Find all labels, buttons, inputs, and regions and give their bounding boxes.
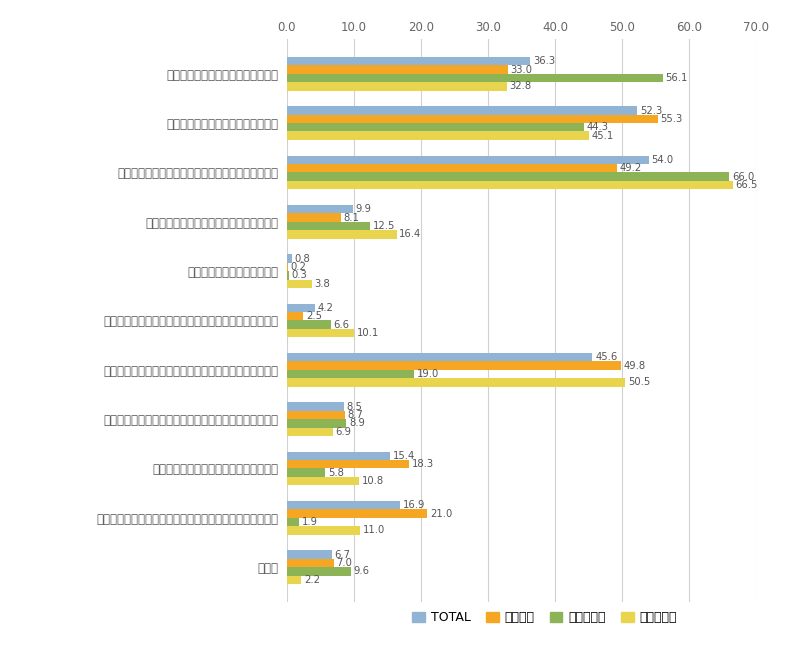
Bar <box>287 263 288 271</box>
Text: 9.9: 9.9 <box>356 204 372 215</box>
Text: 50.5: 50.5 <box>628 377 650 387</box>
Text: 16.4: 16.4 <box>400 230 422 239</box>
Text: 0.8: 0.8 <box>295 254 310 264</box>
Bar <box>287 131 589 140</box>
Bar <box>287 353 592 362</box>
Text: 55.3: 55.3 <box>660 114 682 124</box>
Bar <box>287 362 621 370</box>
Text: 6.6: 6.6 <box>334 320 349 330</box>
Bar <box>287 65 508 74</box>
Bar <box>287 477 359 485</box>
Text: 45.1: 45.1 <box>592 131 614 141</box>
Text: 66.5: 66.5 <box>736 180 758 190</box>
Legend: TOTAL, 課程学生, 社会人学生, 外国人学生: TOTAL, 課程学生, 社会人学生, 外国人学生 <box>408 606 682 629</box>
Text: 19.0: 19.0 <box>417 369 439 379</box>
Bar <box>287 518 299 526</box>
Text: 0.2: 0.2 <box>291 262 306 272</box>
Bar <box>287 370 414 378</box>
Text: 10.1: 10.1 <box>357 328 379 338</box>
Text: 44.3: 44.3 <box>587 122 608 132</box>
Bar <box>287 567 351 576</box>
Text: 7.0: 7.0 <box>336 558 352 568</box>
Text: 3.8: 3.8 <box>314 279 330 288</box>
Text: 33.0: 33.0 <box>511 65 533 75</box>
Text: 0.3: 0.3 <box>291 270 307 281</box>
Bar <box>287 164 617 173</box>
Bar <box>287 205 353 213</box>
Text: 11.0: 11.0 <box>363 525 385 536</box>
Text: 5.8: 5.8 <box>328 468 344 477</box>
Bar <box>287 411 345 419</box>
Bar <box>287 230 396 239</box>
Bar <box>287 320 331 329</box>
Bar <box>287 329 354 337</box>
Text: 15.4: 15.4 <box>392 451 415 461</box>
Bar <box>287 107 638 114</box>
Bar <box>287 428 333 436</box>
Bar <box>287 181 732 189</box>
Bar <box>287 551 331 559</box>
Bar <box>287 419 346 428</box>
Text: 49.2: 49.2 <box>619 164 642 173</box>
Text: 52.3: 52.3 <box>640 105 662 116</box>
Bar <box>287 74 663 82</box>
Text: 56.1: 56.1 <box>665 73 688 83</box>
Text: 8.7: 8.7 <box>348 410 364 420</box>
Text: 10.8: 10.8 <box>361 476 384 486</box>
Text: 16.9: 16.9 <box>403 500 425 510</box>
Text: 1.9: 1.9 <box>302 517 318 527</box>
Text: 8.9: 8.9 <box>349 419 365 428</box>
Bar <box>287 526 361 534</box>
Text: 54.0: 54.0 <box>652 155 673 165</box>
Bar <box>287 57 530 65</box>
Bar <box>287 468 326 477</box>
Text: 66.0: 66.0 <box>732 171 755 182</box>
Bar <box>287 312 303 320</box>
Text: 9.6: 9.6 <box>353 566 369 576</box>
Text: 36.3: 36.3 <box>533 56 555 66</box>
Bar <box>287 576 302 584</box>
Bar <box>287 559 334 567</box>
Bar <box>287 82 506 90</box>
Bar <box>287 156 649 164</box>
Bar <box>287 378 626 387</box>
Bar <box>287 509 427 518</box>
Bar <box>287 460 409 468</box>
Bar <box>287 303 314 312</box>
Text: 12.5: 12.5 <box>373 221 396 231</box>
Bar <box>287 279 312 288</box>
Text: 6.9: 6.9 <box>336 426 352 437</box>
Bar <box>287 123 583 131</box>
Bar <box>287 452 390 460</box>
Bar <box>287 213 341 222</box>
Text: 8.5: 8.5 <box>346 402 362 411</box>
Text: 8.1: 8.1 <box>344 213 360 222</box>
Text: 21.0: 21.0 <box>430 509 452 519</box>
Bar <box>287 402 344 411</box>
Bar <box>287 173 729 181</box>
Bar <box>287 114 657 123</box>
Text: 32.8: 32.8 <box>509 81 532 92</box>
Text: 18.3: 18.3 <box>412 459 434 470</box>
Text: 6.7: 6.7 <box>334 549 350 560</box>
Text: 4.2: 4.2 <box>318 303 334 313</box>
Bar <box>287 222 370 230</box>
Bar <box>287 501 400 509</box>
Text: 49.8: 49.8 <box>623 360 646 371</box>
Text: 2.2: 2.2 <box>304 575 320 585</box>
Bar <box>287 271 289 279</box>
Text: 45.6: 45.6 <box>595 353 618 362</box>
Bar <box>287 254 292 263</box>
Text: 2.5: 2.5 <box>306 311 322 321</box>
